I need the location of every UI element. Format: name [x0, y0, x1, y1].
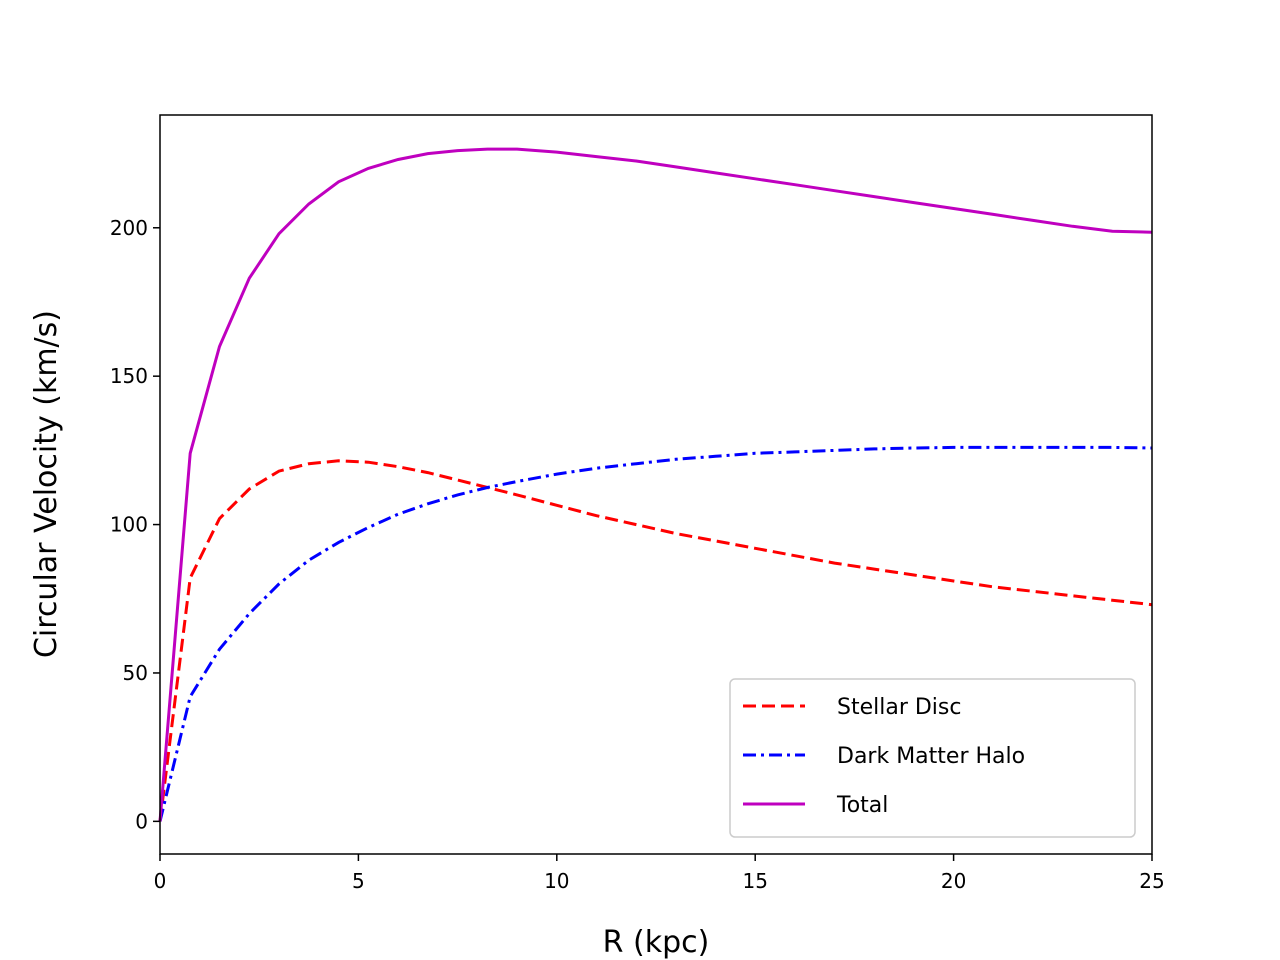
x-tick-label: 20 [941, 869, 966, 893]
y-tick-label: 100 [110, 513, 148, 537]
y-tick-label: 0 [135, 809, 148, 833]
legend-entries: Stellar Disc Dark Matter Halo Total [743, 695, 1025, 818]
y-axis-label: Circular Velocity (km/s) [29, 310, 64, 658]
legend-label-2: Dark Matter Halo [837, 744, 1025, 769]
legend-box [729, 678, 1136, 838]
series-layer [158, 147, 1153, 822]
legend: Stellar Disc Dark Matter Halo Total [729, 678, 1136, 838]
x-tick-label: 15 [742, 869, 767, 893]
legend-label-1: Stellar Disc [837, 695, 961, 720]
x-tick-label: 10 [544, 869, 569, 893]
series-line-2 [158, 445, 1153, 822]
x-tick-label: 5 [352, 869, 365, 893]
series-line-1 [158, 459, 1153, 822]
ticks-layer: 0 5 10 15 20 25 0 50 100 150 200 [110, 216, 1165, 893]
y-tick-label: 150 [110, 364, 148, 388]
y-tick-label: 50 [123, 661, 148, 685]
legend-label-3: Total [836, 793, 888, 818]
series-line-3 [158, 147, 1153, 822]
x-tick-label: 25 [1139, 869, 1164, 893]
y-tick-label: 200 [110, 216, 148, 240]
plot-frame [159, 114, 1153, 855]
x-axis-label: R (kpc) [603, 925, 710, 960]
x-tick-label: 0 [154, 869, 167, 893]
